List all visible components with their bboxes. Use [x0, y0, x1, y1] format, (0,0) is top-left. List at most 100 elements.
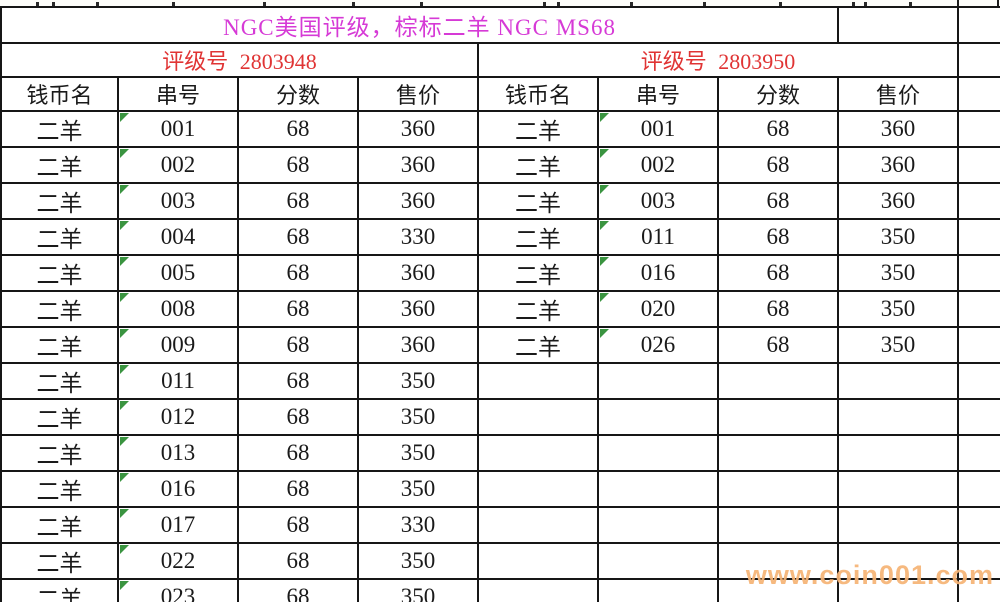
coin-name-cell: 二羊 — [0, 398, 119, 436]
empty-cell — [716, 470, 840, 508]
table-row: 二羊 001 68 360 二羊 001 68 360 — [0, 110, 1000, 148]
empty-edge-cell — [957, 398, 1000, 436]
score-cell: 68 — [237, 542, 359, 580]
text-format-indicator-icon — [120, 437, 129, 446]
score-cell: 68 — [237, 434, 359, 472]
table-row: 二羊 013 68 350 — [0, 434, 1000, 472]
price-cell: 360 — [837, 110, 960, 148]
coin-name-cell: 二羊 — [477, 254, 599, 292]
coin-name-cell: 二羊 — [0, 542, 119, 580]
empty-cell — [477, 470, 599, 508]
coin-name-cell: 二羊 — [0, 146, 119, 184]
empty-edge-cell — [957, 290, 1000, 328]
empty-edge-cell — [957, 506, 1000, 544]
empty-cell — [837, 362, 960, 400]
empty-cell — [597, 542, 719, 580]
empty-cell — [597, 506, 719, 544]
column-header-row: 钱币名 串号 分数 售价 钱币名 串号 分数 售价 — [0, 76, 1000, 112]
serial-cell: 008 — [117, 290, 239, 328]
text-format-indicator-icon — [600, 185, 609, 194]
coin-name-cell: 二羊 — [0, 434, 119, 472]
score-cell: 68 — [716, 146, 840, 184]
grade-number-row: 评级号 2803948 评级号 2803950 — [0, 42, 1000, 78]
text-format-indicator-icon — [120, 293, 129, 302]
serial-cell: 004 — [117, 218, 239, 256]
cropped-text-fragment — [864, 2, 867, 6]
score-cell: 68 — [237, 506, 359, 544]
table-row: 二羊 011 68 350 — [0, 362, 1000, 400]
text-format-indicator-icon — [120, 113, 129, 122]
table-row: 二羊 009 68 360 二羊 026 68 350 — [0, 326, 1000, 364]
cropped-text-fragment — [630, 2, 633, 6]
table-row: 二羊 023 68 350 — [0, 578, 1000, 602]
empty-edge-cell — [957, 6, 1000, 44]
serial-cell: 013 — [117, 434, 239, 472]
table-row: 二羊 008 68 360 二羊 020 68 350 — [0, 290, 1000, 328]
text-format-indicator-icon — [120, 221, 129, 230]
score-cell: 68 — [716, 254, 840, 292]
empty-cell — [837, 542, 960, 580]
empty-cell — [477, 434, 599, 472]
empty-cell — [837, 506, 960, 544]
score-cell: 68 — [237, 470, 359, 508]
grading-price-table: NGC美国评级，棕标二羊 NGC MS68 评级号 2803948 评级号 28… — [0, 6, 1000, 602]
price-cell: 360 — [357, 110, 479, 148]
serial-cell: 002 — [117, 146, 239, 184]
cropped-text-fragment — [557, 2, 560, 6]
text-format-indicator-icon — [600, 149, 609, 158]
coin-name-cell: 二羊 — [477, 290, 599, 328]
serial-cell: 017 — [117, 506, 239, 544]
price-cell: 330 — [357, 218, 479, 256]
empty-edge-cell — [957, 434, 1000, 472]
text-format-indicator-icon — [600, 221, 609, 230]
coin-name-cell: 二羊 — [477, 146, 599, 184]
price-cell: 350 — [837, 326, 960, 364]
coin-name-cell: 二羊 — [477, 326, 599, 364]
right-grade-number: 评级号 2803950 — [476, 42, 960, 78]
text-format-indicator-icon — [600, 293, 609, 302]
empty-edge-cell — [957, 218, 1000, 256]
cropped-row-strip — [0, 0, 1000, 6]
text-format-indicator-icon — [600, 257, 609, 266]
score-cell: 68 — [716, 326, 840, 364]
score-cell: 68 — [237, 254, 359, 292]
empty-edge-cell — [957, 578, 1000, 602]
serial-cell: 026 — [597, 326, 719, 364]
empty-cell — [837, 470, 960, 508]
cropped-text-fragment — [172, 2, 175, 6]
text-format-indicator-icon — [120, 257, 129, 266]
price-cell: 350 — [357, 362, 479, 400]
serial-cell: 011 — [117, 362, 239, 400]
table-row: 二羊 004 68 330 二羊 011 68 350 — [0, 218, 1000, 256]
empty-cell — [597, 362, 719, 400]
price-cell: 360 — [357, 254, 479, 292]
empty-cell — [837, 398, 960, 436]
score-cell: 68 — [716, 110, 840, 148]
serial-cell: 001 — [117, 110, 239, 148]
text-format-indicator-icon — [120, 581, 129, 590]
serial-cell: 023 — [117, 578, 239, 602]
score-cell: 68 — [237, 110, 359, 148]
score-cell: 68 — [237, 146, 359, 184]
price-cell: 350 — [837, 254, 960, 292]
empty-cell — [716, 542, 840, 580]
coin-name-cell: 二羊 — [0, 470, 119, 508]
coin-name-cell: 二羊 — [477, 110, 599, 148]
cropped-text-fragment — [96, 2, 99, 6]
serial-cell: 020 — [597, 290, 719, 328]
price-cell: 360 — [357, 290, 479, 328]
coin-name-cell: 二羊 — [0, 110, 119, 148]
serial-cell: 005 — [117, 254, 239, 292]
score-cell: 68 — [716, 290, 840, 328]
serial-cell: 016 — [597, 254, 719, 292]
coin-name-cell: 二羊 — [0, 254, 119, 292]
cropped-text-fragment — [543, 2, 546, 6]
coin-name-cell: 二羊 — [477, 218, 599, 256]
coin-name-cell: 二羊 — [0, 182, 119, 220]
price-cell: 350 — [357, 398, 479, 436]
serial-cell: 009 — [117, 326, 239, 364]
serial-cell: 003 — [597, 182, 719, 220]
price-cell: 350 — [357, 542, 479, 580]
empty-edge-cell — [957, 254, 1000, 292]
